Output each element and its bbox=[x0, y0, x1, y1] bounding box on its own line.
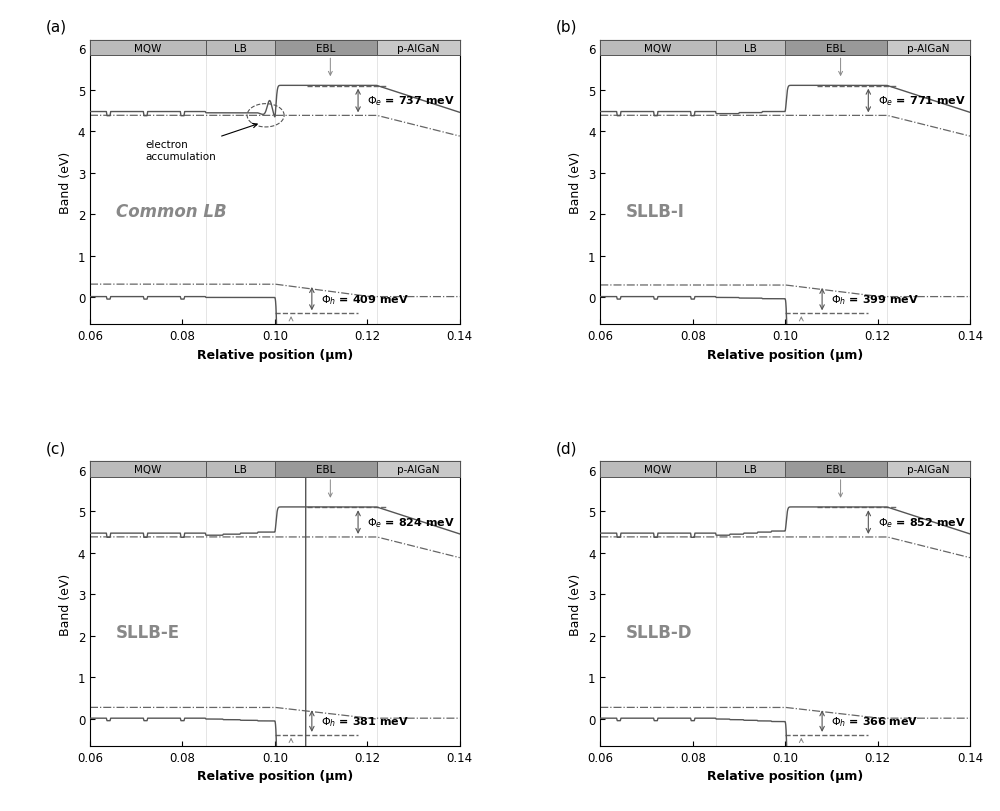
Bar bbox=[600, 41, 716, 56]
Text: $\Phi_h$ = 409 meV: $\Phi_h$ = 409 meV bbox=[321, 293, 409, 307]
Text: $\Phi_h$ = 381 meV: $\Phi_h$ = 381 meV bbox=[321, 714, 409, 728]
Text: Common LB: Common LB bbox=[116, 202, 227, 221]
Text: EBL: EBL bbox=[826, 465, 846, 474]
Bar bbox=[716, 41, 785, 56]
Text: EBL: EBL bbox=[826, 44, 846, 54]
Text: MQW: MQW bbox=[644, 44, 672, 54]
Text: LB: LB bbox=[744, 465, 757, 474]
Bar bbox=[90, 461, 206, 478]
Bar bbox=[206, 461, 275, 478]
Text: $\Phi_e$ = 771 meV: $\Phi_e$ = 771 meV bbox=[878, 95, 966, 109]
Bar bbox=[785, 461, 887, 478]
Text: SLLB-I: SLLB-I bbox=[626, 202, 685, 221]
Bar bbox=[600, 461, 716, 478]
Bar bbox=[377, 41, 460, 56]
Text: (b): (b) bbox=[556, 20, 577, 35]
Bar bbox=[785, 41, 887, 56]
Text: EBL: EBL bbox=[316, 44, 335, 54]
Text: $\Phi_e$ = 852 meV: $\Phi_e$ = 852 meV bbox=[878, 516, 965, 530]
Text: (a): (a) bbox=[46, 20, 67, 35]
Text: LB: LB bbox=[234, 44, 247, 54]
Bar bbox=[275, 461, 377, 478]
Text: MQW: MQW bbox=[134, 44, 161, 54]
Text: SLLB-D: SLLB-D bbox=[626, 624, 693, 642]
Y-axis label: Band (eV): Band (eV) bbox=[569, 152, 582, 214]
Bar bbox=[887, 461, 970, 478]
Text: $\Phi_h$ = 399 meV: $\Phi_h$ = 399 meV bbox=[831, 293, 919, 307]
Text: MQW: MQW bbox=[644, 465, 672, 474]
Bar bbox=[887, 41, 970, 56]
Bar bbox=[275, 41, 377, 56]
Text: p-AlGaN: p-AlGaN bbox=[907, 465, 950, 474]
Y-axis label: Band (eV): Band (eV) bbox=[569, 573, 582, 635]
Text: p-AlGaN: p-AlGaN bbox=[397, 465, 439, 474]
Y-axis label: Band (eV): Band (eV) bbox=[59, 152, 72, 214]
Y-axis label: Band (eV): Band (eV) bbox=[59, 573, 72, 635]
Text: $\Phi_e$ = 824 meV: $\Phi_e$ = 824 meV bbox=[367, 516, 455, 530]
X-axis label: Relative position (μm): Relative position (μm) bbox=[197, 349, 353, 362]
Text: (d): (d) bbox=[556, 441, 577, 456]
X-axis label: Relative position (μm): Relative position (μm) bbox=[197, 770, 353, 783]
Text: $\Phi_e$ = 737 meV: $\Phi_e$ = 737 meV bbox=[367, 95, 455, 109]
Text: (c): (c) bbox=[46, 441, 66, 456]
Text: LB: LB bbox=[234, 465, 247, 474]
Bar bbox=[90, 41, 206, 56]
Text: SLLB-E: SLLB-E bbox=[116, 624, 180, 642]
X-axis label: Relative position (μm): Relative position (μm) bbox=[707, 770, 863, 783]
Bar bbox=[377, 461, 460, 478]
Text: MQW: MQW bbox=[134, 465, 161, 474]
Bar bbox=[206, 41, 275, 56]
Text: electron
accumulation: electron accumulation bbox=[145, 124, 257, 161]
Text: $\Phi_h$ = 366 meV: $\Phi_h$ = 366 meV bbox=[831, 714, 919, 728]
Bar bbox=[716, 461, 785, 478]
Text: EBL: EBL bbox=[316, 465, 335, 474]
Text: p-AlGaN: p-AlGaN bbox=[907, 44, 950, 54]
X-axis label: Relative position (μm): Relative position (μm) bbox=[707, 349, 863, 362]
Text: p-AlGaN: p-AlGaN bbox=[397, 44, 439, 54]
Text: LB: LB bbox=[744, 44, 757, 54]
